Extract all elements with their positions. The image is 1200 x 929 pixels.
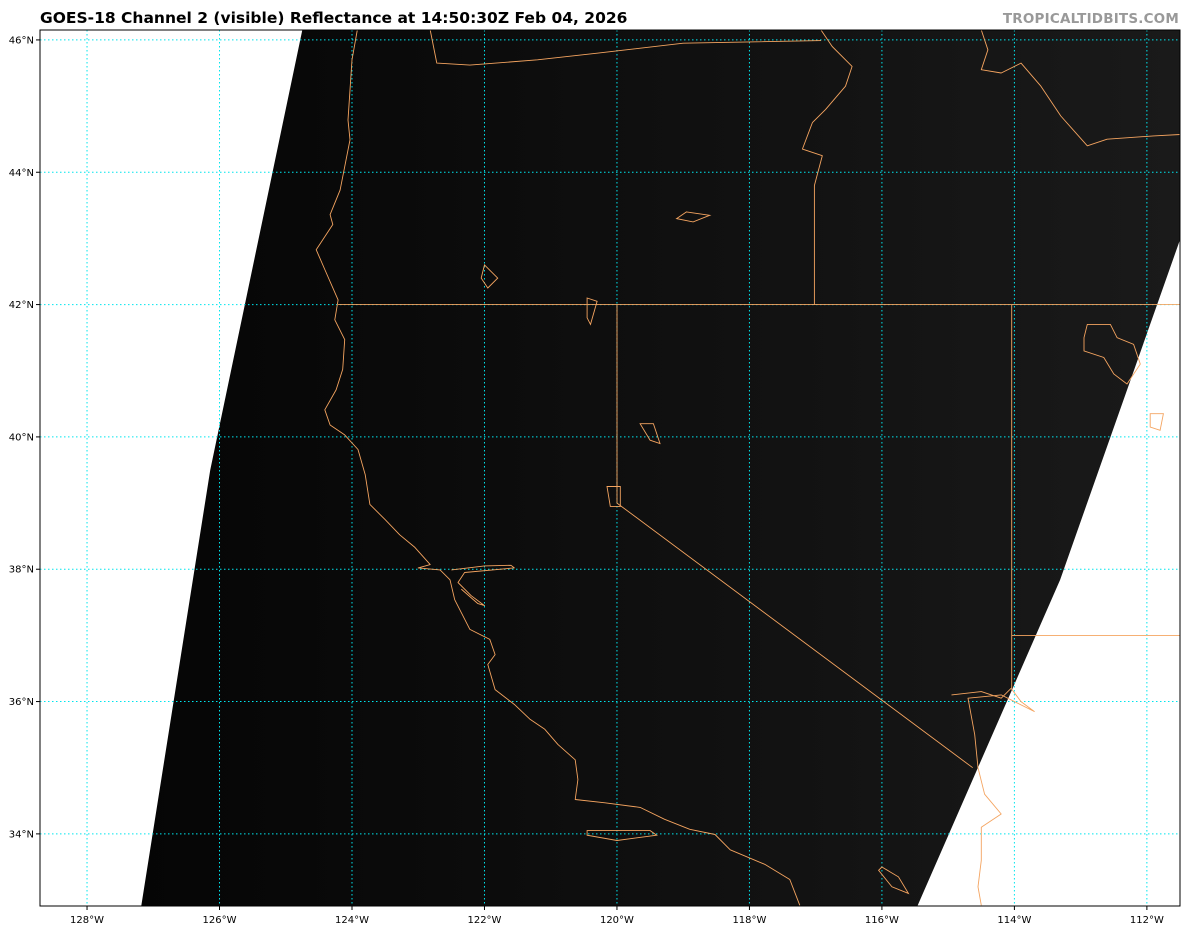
lat-tick-label: 44°N — [9, 168, 34, 179]
bear-lake-outline — [1183, 298, 1200, 311]
wa-or-border-line — [429, 30, 822, 66]
pyramid-lake-outline — [639, 423, 661, 445]
lat-tick-label: 42°N — [9, 300, 34, 311]
lat-tick-label: 34°N — [9, 829, 34, 840]
lon-tick-label: 112°W — [1130, 915, 1164, 926]
lon-tick-label: 122°W — [467, 915, 501, 926]
id-mt-border-line — [980, 30, 1180, 147]
lon-tick-label: 124°W — [335, 915, 369, 926]
borders-and-coastlines — [315, 30, 1200, 906]
lon-tick-label: 128°W — [70, 915, 104, 926]
salton-sea-outline — [877, 866, 910, 895]
lon-tick-label: 116°W — [865, 915, 899, 926]
lon-tick-label: 114°W — [997, 915, 1031, 926]
credit-watermark: TROPICALTIDBITS.COM — [1002, 11, 1179, 27]
map-frame — [39, 29, 1181, 907]
upper-klamath-lake-outline — [480, 264, 499, 289]
id-or-border-line — [801, 30, 853, 305]
lat-tick-label: 36°N — [9, 697, 34, 708]
sf-bay-line — [451, 564, 515, 607]
lat-tick-label: 38°N — [9, 565, 34, 576]
lon-tick-label: 118°W — [732, 915, 766, 926]
utah-lake-outline — [1149, 413, 1164, 431]
pacific-coast-line — [315, 30, 801, 906]
goose-lake-outline — [586, 297, 598, 326]
axis-ticks: 128°W 126°W 124°W 122°W 120°W 118°W 116°W 114°W… — [9, 35, 1164, 926]
lon-tick-label: 120°W — [600, 915, 634, 926]
satellite-swath — [141, 30, 1180, 906]
malheur-lake-outline — [675, 211, 712, 223]
map-title: GOES-18 Channel 2 (visible) Reflectance … — [40, 9, 628, 27]
lat-tick-label: 46°N — [9, 35, 34, 46]
channel-islands-outline — [586, 830, 658, 841]
great-salt-lake-outline — [1083, 323, 1141, 385]
lake-tahoe-outline — [606, 486, 621, 507]
ca-nv-border-line — [616, 304, 973, 769]
lat-tick-label: 40°N — [9, 432, 34, 443]
lon-tick-label: 126°W — [203, 915, 237, 926]
colorado-river-line — [951, 687, 1035, 906]
